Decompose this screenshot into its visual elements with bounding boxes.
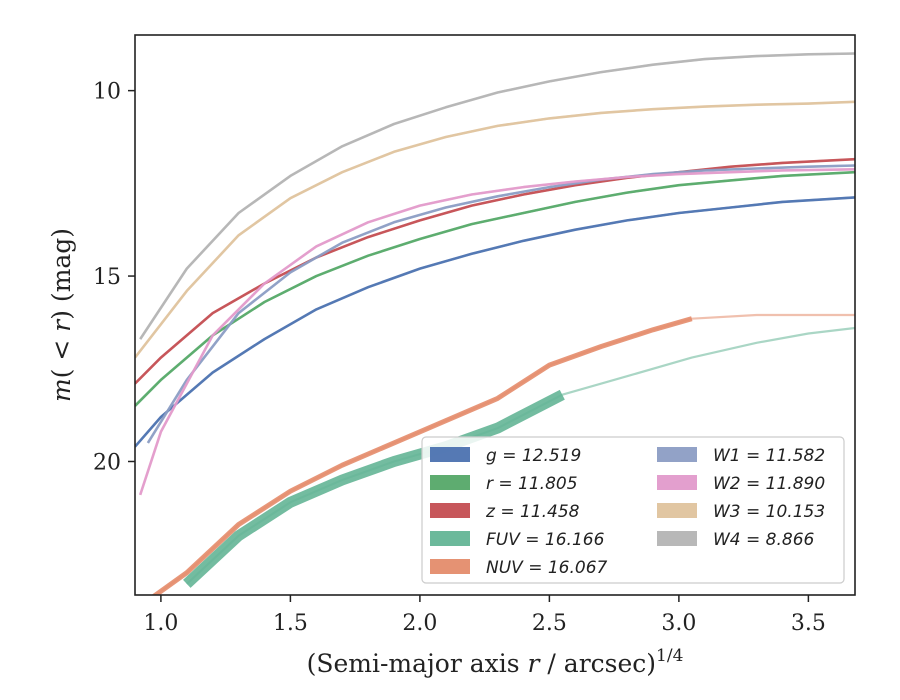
series-band-w2 bbox=[138, 168, 855, 496]
legend-label: W4 = 8.866 bbox=[713, 530, 815, 550]
legend-item-nuv: NUV = 16.067 bbox=[430, 558, 608, 578]
series-r bbox=[135, 170, 855, 407]
series-line-r bbox=[135, 171, 855, 407]
series-line-z bbox=[135, 158, 855, 385]
legend-label: W3 = 10.153 bbox=[713, 502, 825, 522]
legend-item-z: z = 11.458 bbox=[430, 502, 580, 522]
y-tick-label: 10 bbox=[93, 80, 121, 105]
y-tick-label: 20 bbox=[93, 450, 121, 475]
series-fuv bbox=[183, 326, 855, 588]
series-line-w1 bbox=[146, 164, 855, 444]
series-nuv bbox=[151, 313, 855, 595]
legend-swatch bbox=[657, 503, 697, 518]
series-band-w4 bbox=[139, 52, 855, 340]
legend-item-w1: W1 = 11.582 bbox=[657, 446, 825, 466]
legend-swatch bbox=[657, 447, 697, 462]
series-band-nuv bbox=[151, 316, 693, 595]
legend-label: NUV = 16.067 bbox=[486, 558, 608, 578]
series-w1 bbox=[146, 164, 855, 444]
series-line-g bbox=[135, 196, 855, 448]
x-tick-label: 2.5 bbox=[532, 611, 567, 636]
legend-label: r = 11.805 bbox=[486, 474, 578, 494]
series-z bbox=[135, 157, 855, 385]
y-axis: 10 15 20 bbox=[93, 80, 135, 475]
legend-item-w3: W3 = 10.153 bbox=[657, 502, 825, 522]
legend-swatch bbox=[430, 531, 470, 546]
series-band-w1 bbox=[146, 164, 855, 444]
series-line-w3 bbox=[135, 100, 855, 359]
legend-frame bbox=[421, 436, 845, 584]
legend-item-r: r = 11.805 bbox=[430, 474, 578, 494]
legend-label: g = 12.519 bbox=[486, 446, 581, 466]
y-tick-label: 15 bbox=[93, 265, 121, 290]
series-band-g bbox=[135, 196, 855, 448]
legend-swatch bbox=[430, 503, 470, 518]
legend-swatch bbox=[430, 447, 470, 462]
x-tick-label: 1.0 bbox=[143, 611, 178, 636]
x-axis-label: (Semi-major axis r / arcsec)1/4 bbox=[307, 646, 684, 678]
legend-label: W2 = 11.890 bbox=[713, 474, 825, 494]
legend-label: z = 11.458 bbox=[485, 502, 580, 522]
x-tick-label: 2.0 bbox=[402, 611, 437, 636]
legend-swatch bbox=[657, 475, 697, 490]
legend-item-w4: W4 = 8.866 bbox=[657, 530, 815, 550]
series-band-r bbox=[135, 170, 855, 407]
x-tick-label: 3.0 bbox=[661, 611, 696, 636]
x-tick-label: 3.5 bbox=[791, 611, 826, 636]
legend-item-w2: W2 = 11.890 bbox=[657, 474, 825, 494]
y-axis-label: m( < r) (mag) bbox=[47, 228, 76, 402]
legend-item-fuv: FUV = 16.166 bbox=[430, 530, 605, 550]
legend-item-g: g = 12.519 bbox=[430, 446, 581, 466]
series-band-fuv bbox=[183, 389, 565, 588]
series-layer bbox=[135, 52, 855, 595]
legend-label: FUV = 16.166 bbox=[486, 530, 605, 550]
plot-frame bbox=[134, 34, 856, 596]
series-band-w3 bbox=[135, 100, 855, 359]
legend-swatch bbox=[430, 559, 470, 574]
legend-swatch bbox=[430, 475, 470, 490]
x-axis: 1.0 1.5 2.0 2.5 3.0 3.5 bbox=[143, 595, 826, 636]
legend: g = 12.519 r = 11.805 z = 11.458 FUV = 16.1… bbox=[421, 436, 845, 584]
legend-label: W1 = 11.582 bbox=[713, 446, 825, 466]
x-tick-label: 1.5 bbox=[273, 611, 308, 636]
series-band-z bbox=[135, 157, 855, 385]
series-g bbox=[135, 196, 855, 448]
series-w4 bbox=[139, 52, 855, 340]
legend-swatch bbox=[657, 531, 697, 546]
series-w3 bbox=[135, 100, 855, 359]
series-w2 bbox=[138, 168, 855, 496]
